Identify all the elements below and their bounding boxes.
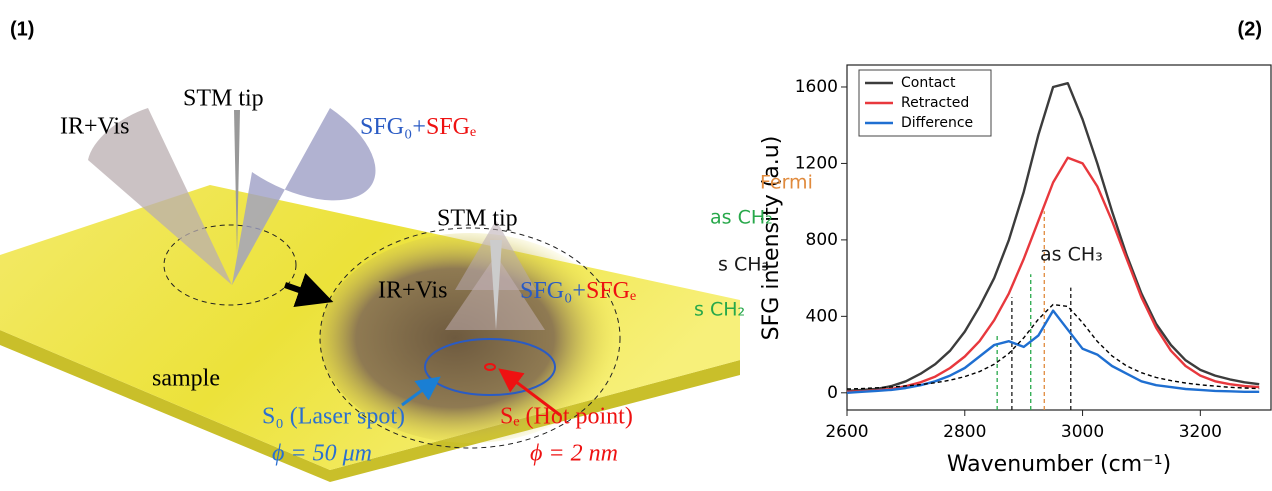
x-axis-title: Wavenumber (cm⁻¹) [947,452,1171,477]
x-tick-label: 2800 [943,422,986,442]
y-tick-label: 1200 [795,153,838,173]
x-tick-label: 3200 [1179,422,1222,442]
signal-part: SFG₀+ [520,278,586,304]
spot-arrow [401,376,441,407]
plate-edge [0,330,740,482]
signal-part: SFGₑ [426,114,476,140]
series-line [846,303,1260,390]
annotation-label: Fermi [760,172,813,194]
laser-spot [424,338,556,396]
zoom-outline [319,227,621,449]
zoom-area [320,233,620,443]
spot-size: ϕ = 50 μm [272,441,372,467]
y-tick-label: 800 [806,230,838,250]
ir-cone [88,108,232,285]
x-tick-label: 3000 [1061,422,1104,442]
x-tick-label: 2600 [825,422,868,442]
legend-label: Difference [901,115,973,131]
series-line [846,309,1260,394]
legend-label: Contact [901,75,956,91]
y-tick-label: 1600 [795,77,838,97]
annotation-label: as CH₃ [1040,244,1103,266]
beam-label: IR+Vis [378,278,447,304]
signal-label: SFG₀+SFGₑ [360,114,476,140]
panel-label: (2) [1238,18,1262,40]
series-line [846,82,1260,393]
panel-label: (1) [10,18,34,40]
spot-outline [163,224,297,306]
annotation-label: s CH₃ [718,254,769,276]
tip-label: STM tip [437,206,518,232]
plot-frame [846,64,1272,411]
stm-tip [234,110,240,255]
zoom-arrow [284,273,334,308]
annotation-label: s CH₂ [694,299,745,321]
signal-part: SFGₑ [586,278,636,304]
hot-size: ϕ = 2 nm [530,441,618,467]
spot-label: S₀ (Laser spot) [262,404,405,430]
y-tick-label: 0 [827,383,838,403]
diagram: IR+Vis STM tip SFG₀+SFGₑ STM tip IR+Vis … [0,86,740,482]
tip-label: STM tip [183,86,264,112]
zoom-tip [490,240,502,330]
legend-label: Retracted [901,95,969,111]
beam-label: IR+Vis [60,114,129,140]
sample-label: sample [152,366,220,392]
hot-label: Sₑ (Hot point) [500,404,633,430]
signal-label: SFG₀+SFGₑ [520,278,636,304]
sfg-cone [232,108,376,285]
series-line [846,156,1260,393]
hot-point [484,363,496,371]
y-axis-title: SFG intensity (a.u) [759,136,784,341]
hot-arrow [498,368,561,417]
y-tick-label: 400 [806,306,838,326]
annotation-label: as CH₂ [710,207,773,229]
signal-part: SFG₀+ [360,114,426,140]
